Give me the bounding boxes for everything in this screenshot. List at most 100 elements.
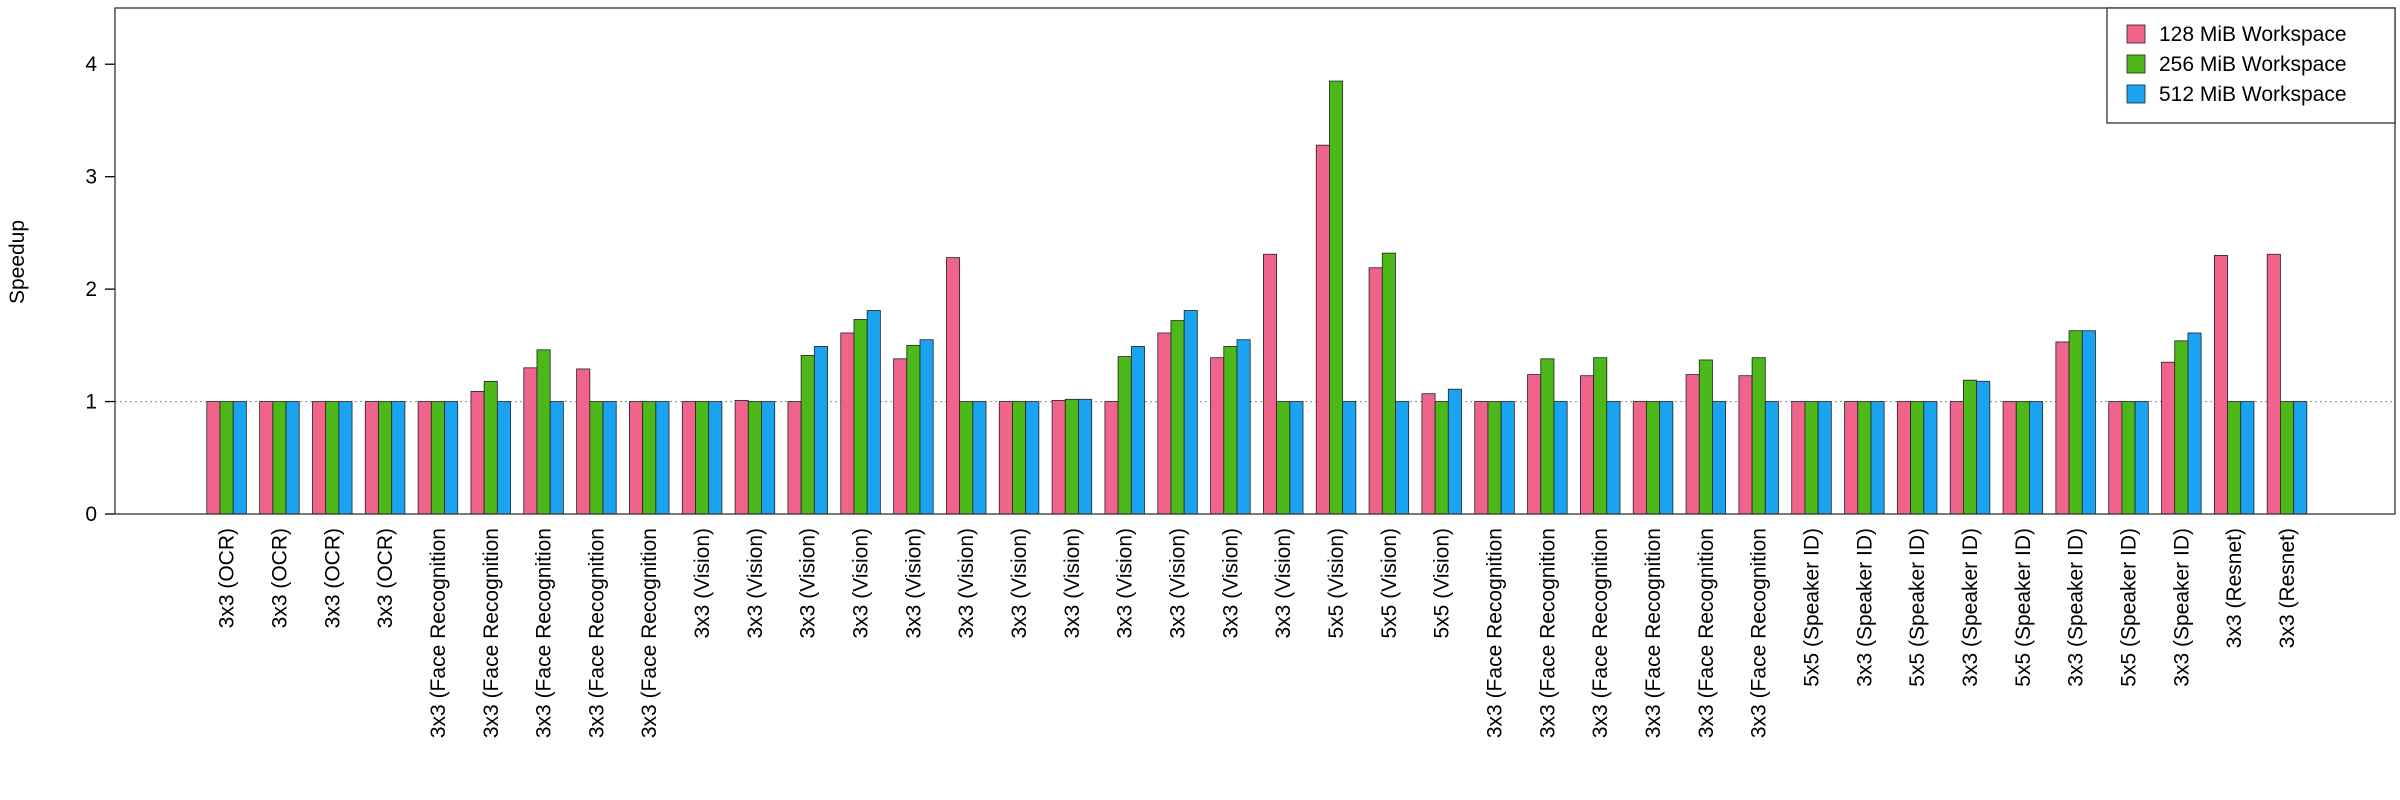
x-tick-label: 3x3 (Vision) xyxy=(1219,528,1242,639)
bar xyxy=(1368,267,1383,515)
bar xyxy=(1289,401,1304,515)
bar xyxy=(364,401,379,515)
bar xyxy=(813,346,828,515)
y-tick-label: 0 xyxy=(85,503,97,526)
legend-box xyxy=(2106,7,2396,124)
x-tick-label: 3x3 (Face Recognition xyxy=(533,528,556,738)
x-tick-label: 3x3 (Vision) xyxy=(955,528,978,639)
x-tick-label: 3x3 (Vision) xyxy=(850,528,873,639)
bar xyxy=(1104,401,1119,515)
bar xyxy=(2293,401,2308,515)
bar xyxy=(1685,374,1700,515)
y-axis-label: Speedup xyxy=(6,220,29,304)
bar xyxy=(259,401,274,515)
bar xyxy=(1117,356,1132,515)
bar xyxy=(1698,359,1713,515)
bar xyxy=(866,310,881,515)
bar xyxy=(800,355,815,515)
bar xyxy=(1447,388,1462,515)
bar xyxy=(1276,401,1291,515)
x-tick-label: 3x3 (Vision) xyxy=(1167,528,1190,639)
bar xyxy=(523,367,538,515)
bar xyxy=(642,401,657,515)
bar xyxy=(2213,254,2228,515)
x-tick-label: 3x3 (Speaker ID) xyxy=(2065,528,2088,687)
x-tick-label: 3x3 (Face Recognition xyxy=(1536,528,1559,738)
bar xyxy=(2081,330,2096,515)
bar xyxy=(2029,401,2044,515)
x-tick-label: 3x3 (Speaker ID) xyxy=(2170,528,2193,687)
bar xyxy=(655,401,670,515)
x-tick-label: 3x3 (Vision) xyxy=(744,528,767,639)
bar xyxy=(496,401,511,515)
legend-swatch xyxy=(2126,54,2146,74)
bar xyxy=(589,401,604,515)
bar xyxy=(1870,401,1885,515)
bar xyxy=(1659,401,1674,515)
bar xyxy=(1051,400,1066,515)
x-tick-label: 3x3 (Vision) xyxy=(691,528,714,639)
bar xyxy=(2227,401,2242,515)
bar xyxy=(1527,374,1542,515)
x-tick-label: 3x3 (OCR) xyxy=(216,528,239,628)
x-tick-label: 5x5 (Speaker ID) xyxy=(1801,528,1824,687)
bar xyxy=(695,401,710,515)
x-tick-label: 3x3 (OCR) xyxy=(321,528,344,628)
bar xyxy=(2134,401,2149,515)
bar xyxy=(232,401,247,515)
x-tick-label: 5x5 (Speaker ID) xyxy=(2118,528,2141,687)
y-tick-label: 1 xyxy=(85,391,97,414)
x-tick-label: 5x5 (Vision) xyxy=(1378,528,1401,639)
bar xyxy=(338,401,353,515)
bar xyxy=(919,339,934,515)
bar xyxy=(1434,401,1449,515)
bar xyxy=(325,401,340,515)
bar xyxy=(576,368,591,515)
bar xyxy=(1976,380,1991,515)
bar xyxy=(1315,144,1330,515)
bar xyxy=(893,358,908,515)
bar xyxy=(1553,401,1568,515)
bar xyxy=(536,349,551,515)
bar xyxy=(1593,357,1608,515)
bar xyxy=(1064,398,1079,515)
bar xyxy=(1342,401,1357,515)
x-tick-label: 5x5 (Speaker ID) xyxy=(1906,528,1929,687)
x-tick-label: 3x3 (Face Recognition xyxy=(480,528,503,738)
bar xyxy=(2015,401,2030,515)
x-tick-label: 3x3 (Face Recognition xyxy=(585,528,608,738)
bar xyxy=(1632,401,1647,515)
x-tick-label: 3x3 (Face Recognition xyxy=(638,528,661,738)
bar xyxy=(1738,375,1753,515)
bar xyxy=(1487,401,1502,515)
bar xyxy=(470,391,485,515)
bar xyxy=(1157,332,1172,515)
bar xyxy=(1923,401,1938,515)
bar xyxy=(1857,401,1872,515)
x-tick-label: 3x3 (Face Recognition xyxy=(1642,528,1665,738)
bar xyxy=(391,401,406,515)
bar xyxy=(2266,253,2281,515)
x-tick-label: 3x3 (Face Recognition xyxy=(1589,528,1612,738)
bar xyxy=(840,332,855,515)
bar xyxy=(1236,339,1251,515)
y-tick-label: 2 xyxy=(85,278,97,301)
bar xyxy=(1078,398,1093,515)
bar xyxy=(2068,330,2083,515)
bar xyxy=(1910,401,1925,515)
bar xyxy=(1963,379,1978,515)
legend-swatch xyxy=(2126,24,2146,44)
bar xyxy=(1474,401,1489,515)
bar xyxy=(1896,401,1911,515)
x-tick-label: 3x3 (Face Recognition xyxy=(1695,528,1718,738)
bar xyxy=(787,401,802,515)
bar xyxy=(2121,401,2136,515)
bar xyxy=(1712,401,1727,515)
bar xyxy=(761,401,776,515)
bar xyxy=(272,401,287,515)
bar xyxy=(1210,357,1225,515)
bar xyxy=(1012,401,1027,515)
bar xyxy=(1421,393,1436,515)
bar xyxy=(906,344,921,515)
bar xyxy=(1500,401,1515,515)
